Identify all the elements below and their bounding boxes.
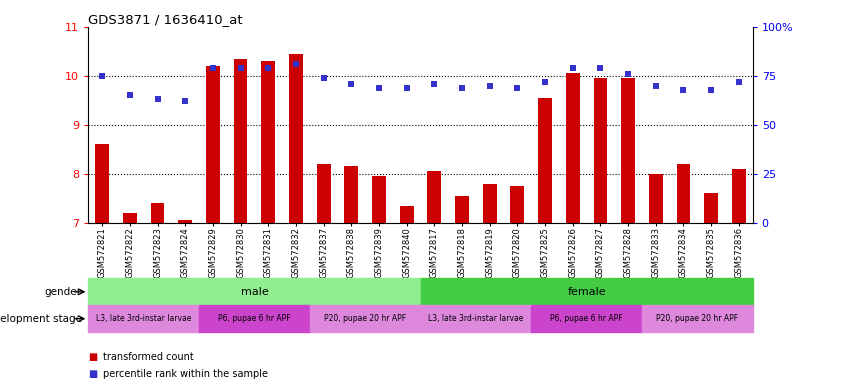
Point <box>206 65 220 71</box>
Bar <box>178 220 192 223</box>
Text: male: male <box>241 287 268 297</box>
Point <box>178 98 192 104</box>
Point <box>594 65 607 71</box>
Point <box>455 84 468 91</box>
Point <box>317 75 331 81</box>
Bar <box>642 305 753 332</box>
Bar <box>289 54 303 223</box>
Bar <box>420 278 753 305</box>
Point <box>621 71 635 77</box>
Text: P6, pupae 6 hr APF: P6, pupae 6 hr APF <box>550 314 623 323</box>
Point <box>427 81 441 87</box>
Point <box>677 86 690 93</box>
Point <box>483 83 496 89</box>
Bar <box>566 73 579 223</box>
Bar <box>483 184 497 223</box>
Text: L3, late 3rd-instar larvae: L3, late 3rd-instar larvae <box>96 314 192 323</box>
Text: percentile rank within the sample: percentile rank within the sample <box>103 369 268 379</box>
Bar <box>649 174 663 223</box>
Bar <box>621 78 635 223</box>
Point <box>373 84 386 91</box>
Point <box>345 81 358 87</box>
Bar <box>420 305 532 332</box>
Text: P6, pupae 6 hr APF: P6, pupae 6 hr APF <box>218 314 291 323</box>
Point <box>538 79 552 85</box>
Text: P20, pupae 20 hr APF: P20, pupae 20 hr APF <box>324 314 406 323</box>
Bar <box>262 61 275 223</box>
Text: female: female <box>568 287 606 297</box>
Point <box>151 96 164 103</box>
Bar <box>399 205 414 223</box>
Point <box>705 86 718 93</box>
Point <box>262 65 275 71</box>
Bar <box>151 203 165 223</box>
Point <box>234 65 247 71</box>
Point <box>400 84 414 91</box>
Bar <box>427 171 442 223</box>
Point <box>95 73 108 79</box>
Bar <box>732 169 746 223</box>
Text: P20, pupae 20 hr APF: P20, pupae 20 hr APF <box>656 314 738 323</box>
Bar <box>317 164 331 223</box>
Bar <box>88 278 420 305</box>
Point <box>289 61 303 67</box>
Text: ■: ■ <box>88 352 98 362</box>
Bar <box>594 78 607 223</box>
Bar <box>206 66 220 223</box>
Text: transformed count: transformed count <box>103 352 194 362</box>
Text: GDS3871 / 1636410_at: GDS3871 / 1636410_at <box>87 13 242 26</box>
Bar <box>199 305 309 332</box>
Point <box>733 79 746 85</box>
Bar <box>123 213 137 223</box>
Bar <box>704 194 718 223</box>
Bar <box>455 196 469 223</box>
Point <box>123 93 136 99</box>
Point <box>566 65 579 71</box>
Bar <box>95 144 109 223</box>
Bar <box>676 164 690 223</box>
Bar <box>372 176 386 223</box>
Point <box>649 83 663 89</box>
Text: gender: gender <box>45 287 82 297</box>
Point <box>510 84 524 91</box>
Text: ■: ■ <box>88 369 98 379</box>
Text: L3, late 3rd-instar larvae: L3, late 3rd-instar larvae <box>428 314 524 323</box>
Bar <box>532 305 642 332</box>
Bar <box>88 305 199 332</box>
Bar <box>309 305 420 332</box>
Bar <box>538 98 552 223</box>
Bar <box>510 186 524 223</box>
Text: development stage: development stage <box>0 314 82 324</box>
Bar <box>344 166 358 223</box>
Bar <box>234 59 247 223</box>
